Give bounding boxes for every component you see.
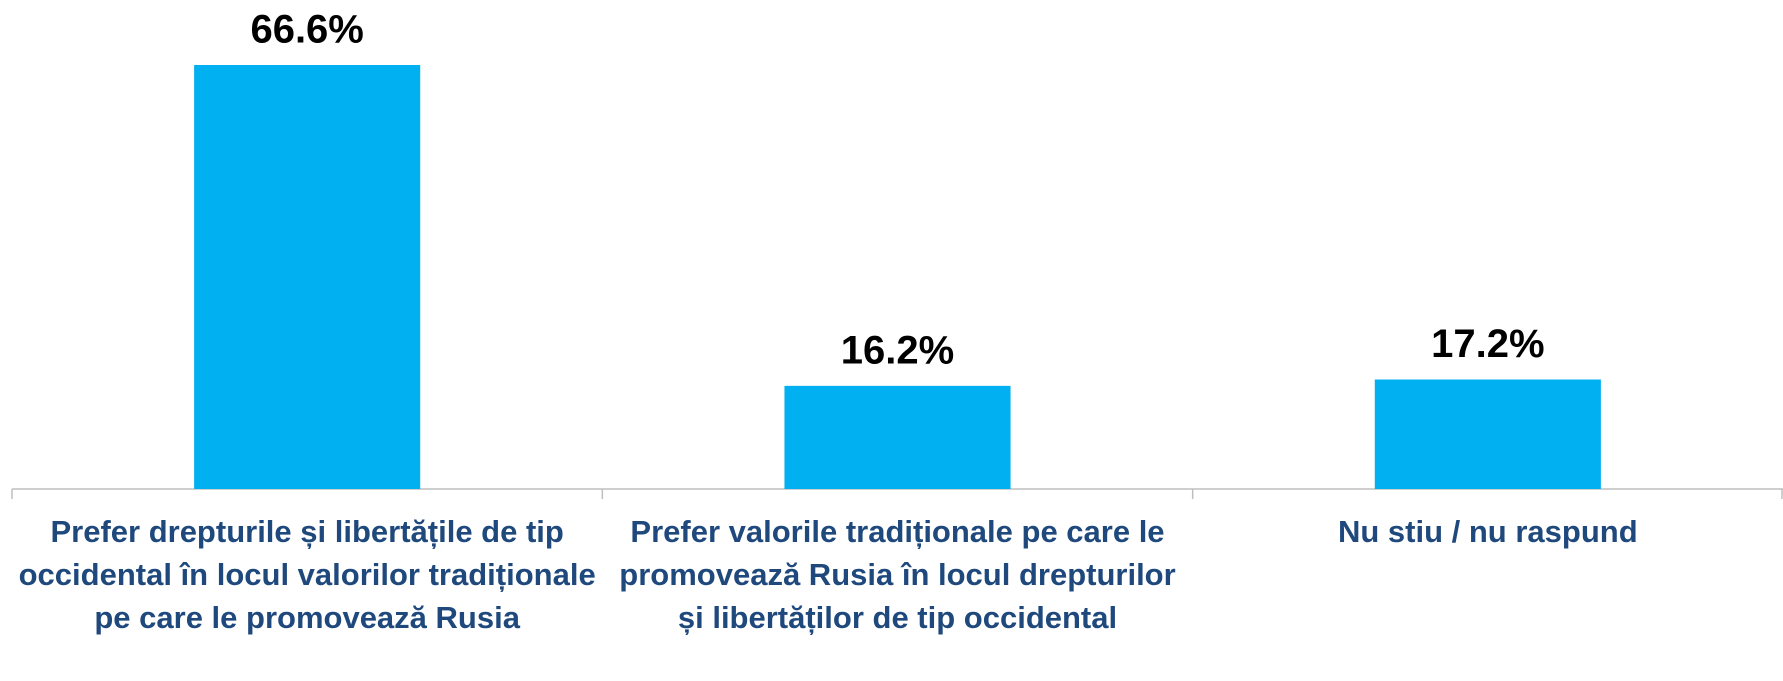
data-label: 17.2%: [1431, 322, 1544, 366]
bar: [1374, 379, 1601, 489]
data-label: 66.6%: [250, 8, 363, 52]
x-tick-label: Prefer drepturile și libertățile de tip …: [18, 514, 596, 635]
x-tick-label: Prefer valorile tradiționale pe care le …: [619, 514, 1176, 635]
bar: [784, 385, 1011, 489]
bar: [194, 65, 421, 489]
x-tick-label: Nu stiu / nu raspund: [1337, 514, 1638, 549]
data-label: 16.2%: [841, 328, 954, 372]
